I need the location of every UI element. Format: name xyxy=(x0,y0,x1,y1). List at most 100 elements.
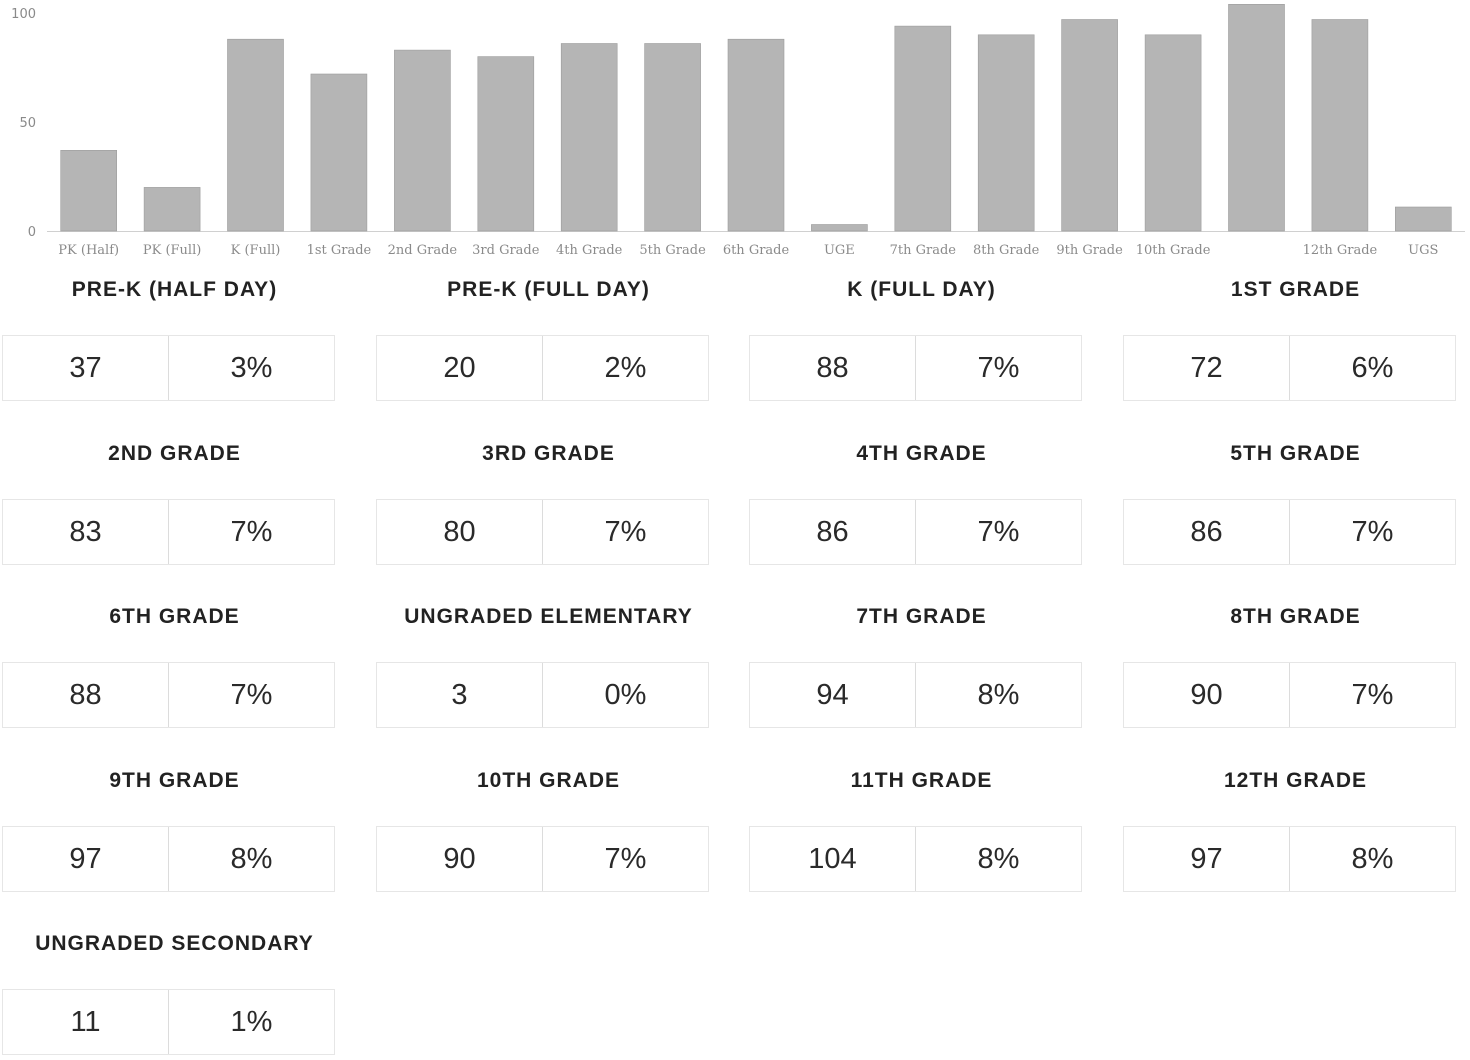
stat-count: 90 xyxy=(377,827,543,891)
stat-percent: 7% xyxy=(1351,515,1394,548)
stat-percent: 0% xyxy=(604,678,647,711)
stat-title: UNGRADED SECONDARY xyxy=(35,932,314,955)
stat-count: 88 xyxy=(3,663,169,727)
bar-11 xyxy=(894,25,952,232)
stat-card: PRE-K (FULL DAY) 20 2% xyxy=(376,270,721,401)
stat-value-box: 90 7% xyxy=(1123,662,1456,728)
stat-percent: 8% xyxy=(230,842,273,875)
x-category-label-6: 3rd Grade xyxy=(472,243,540,258)
bar-16 xyxy=(1311,19,1369,232)
stat-card: 4TH GRADE 86 7% xyxy=(749,434,1094,565)
stat-title: 11TH GRADE xyxy=(850,769,993,792)
x-category-label-12: 8th Grade xyxy=(973,243,1040,258)
x-category-label-5: 2nd Grade xyxy=(388,243,458,258)
stat-value-box: 11 1% xyxy=(2,989,335,1055)
stat-card: K (FULL DAY) 88 7% xyxy=(749,270,1094,401)
stat-value-box: 86 7% xyxy=(1123,499,1456,565)
stat-card: 7TH GRADE 94 8% xyxy=(749,597,1094,728)
x-category-label-3: K (Full) xyxy=(231,243,281,258)
stat-count: 97 xyxy=(3,827,169,891)
x-category-label-13: 9th Grade xyxy=(1056,243,1123,258)
stat-title: PRE-K (FULL DAY) xyxy=(447,278,650,301)
stat-percent: 7% xyxy=(230,515,273,548)
stat-percent: 6% xyxy=(1351,351,1394,384)
y-tick-label-50: 50 xyxy=(19,116,36,131)
x-category-label-11: 7th Grade xyxy=(890,243,957,258)
stat-value-box: 3 0% xyxy=(376,662,709,728)
stat-value-box: 86 7% xyxy=(749,499,1082,565)
stat-card: 2ND GRADE 83 7% xyxy=(2,434,347,565)
stat-count: 20 xyxy=(377,336,543,400)
stat-card: 5TH GRADE 86 7% xyxy=(1123,434,1468,565)
stat-card: 1ST GRADE 72 6% xyxy=(1123,270,1468,401)
stat-card: UNGRADED SECONDARY 11 1% xyxy=(2,924,347,1055)
stat-value-box: 104 8% xyxy=(749,826,1082,892)
stat-card: 9TH GRADE 97 8% xyxy=(2,761,347,892)
stat-count: 37 xyxy=(3,336,169,400)
x-category-label-8: 5th Grade xyxy=(639,243,706,258)
stat-card: 10TH GRADE 90 7% xyxy=(376,761,721,892)
stat-card: PRE-K (HALF DAY) 37 3% xyxy=(2,270,347,401)
stat-title: 3RD GRADE xyxy=(482,442,615,465)
x-category-label-10: UGE xyxy=(824,243,855,258)
bar-17 xyxy=(1395,206,1452,232)
y-axis: 0 50 100 xyxy=(11,7,1465,240)
stat-count: 80 xyxy=(377,500,543,564)
stat-card: 12TH GRADE 97 8% xyxy=(1123,761,1468,892)
bar-2 xyxy=(143,187,201,232)
bar-9 xyxy=(727,38,785,232)
stat-title: 9TH GRADE xyxy=(109,769,240,792)
grade-stats-grid: PRE-K (HALF DAY) 37 3% PRE-K (FULL DAY) 20 2%… xyxy=(0,270,1470,1060)
bar-6 xyxy=(477,56,535,232)
stat-title: 10TH GRADE xyxy=(476,769,621,792)
x-category-label-16: 12th Grade xyxy=(1303,243,1378,258)
stat-percent: 7% xyxy=(977,515,1020,548)
stat-percent: 7% xyxy=(604,842,647,875)
stat-title: 6TH GRADE xyxy=(109,605,240,628)
bar-5 xyxy=(394,49,451,232)
bar-13 xyxy=(1061,19,1118,232)
stat-card: UNGRADED ELEMENTARY 3 0% xyxy=(376,597,721,728)
x-axis-labels: PK (Half) PK (Full) K (Full) 1st Grade 2nd G… xyxy=(58,243,1438,258)
stat-percent: 8% xyxy=(1351,842,1394,875)
stat-card: 3RD GRADE 80 7% xyxy=(376,434,721,565)
enrollment-bar-chart: 0 50 100 PK (Half) PK (Full) K (Full) 1st Gra… xyxy=(11,4,1465,258)
stat-percent: 7% xyxy=(604,515,647,548)
stat-title: K (FULL DAY) xyxy=(847,278,996,301)
stat-percent: 7% xyxy=(230,678,273,711)
stat-percent: 3% xyxy=(230,351,273,384)
bar-1 xyxy=(60,150,118,232)
x-category-label-7: 4th Grade xyxy=(556,243,623,258)
stat-percent: 8% xyxy=(977,678,1020,711)
stat-title: UNGRADED ELEMENTARY xyxy=(404,605,693,628)
bar-14 xyxy=(1144,34,1202,232)
bar-12 xyxy=(977,34,1035,232)
stat-percent: 7% xyxy=(977,351,1020,384)
stat-title: PRE-K (HALF DAY) xyxy=(71,278,278,301)
x-category-label-1: PK (Half) xyxy=(58,243,119,258)
bars xyxy=(60,4,1452,232)
stat-percent: 7% xyxy=(1351,678,1394,711)
stat-percent: 8% xyxy=(977,842,1020,875)
stat-card: 6TH GRADE 88 7% xyxy=(2,597,347,728)
stat-percent: 1% xyxy=(230,1005,273,1038)
y-tick-label-100: 100 xyxy=(11,7,36,22)
stat-percent: 2% xyxy=(604,351,647,384)
stat-title: 5TH GRADE xyxy=(1230,442,1361,465)
stat-count: 86 xyxy=(750,500,916,564)
x-category-label-9: 6th Grade xyxy=(723,243,790,258)
stat-count: 94 xyxy=(750,663,916,727)
stat-count: 88 xyxy=(750,336,916,400)
stat-card: 8TH GRADE 90 7% xyxy=(1123,597,1468,728)
stat-value-box: 80 7% xyxy=(376,499,709,565)
stat-count: 90 xyxy=(1124,663,1290,727)
stat-count: 104 xyxy=(750,827,916,891)
stat-value-box: 83 7% xyxy=(2,499,335,565)
stat-title: 2ND GRADE xyxy=(108,442,241,465)
bar-8 xyxy=(644,43,701,232)
bar-3 xyxy=(227,38,284,232)
stat-value-box: 88 7% xyxy=(2,662,335,728)
stat-count: 72 xyxy=(1124,336,1290,400)
stat-count: 11 xyxy=(3,990,169,1054)
stat-title: 7TH GRADE xyxy=(856,605,987,628)
